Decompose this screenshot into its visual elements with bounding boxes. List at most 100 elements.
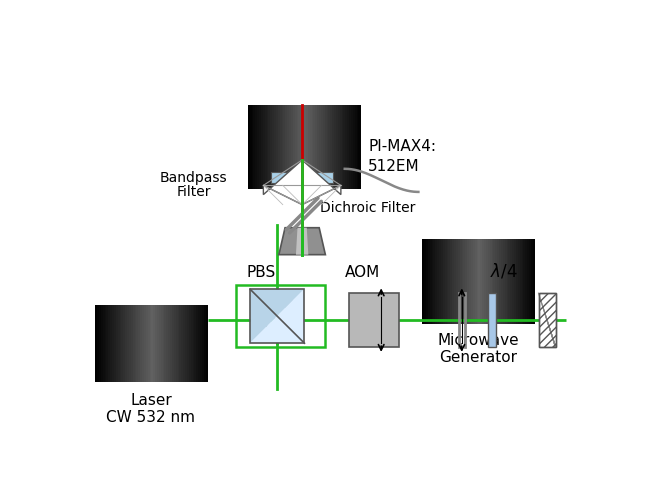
Bar	[300, 104, 303, 189]
Bar	[465, 239, 467, 324]
Bar	[458, 239, 460, 324]
Bar	[474, 239, 477, 324]
Bar	[315, 104, 318, 189]
Bar	[302, 104, 304, 189]
Text: Filter: Filter	[176, 185, 211, 198]
Text: CW 532 nm: CW 532 nm	[107, 410, 196, 425]
Bar	[107, 305, 109, 382]
Text: Laser: Laser	[130, 393, 172, 408]
Bar	[426, 239, 428, 324]
Bar	[202, 305, 204, 382]
Bar	[497, 239, 499, 324]
Bar	[456, 239, 458, 324]
Bar	[334, 104, 336, 189]
Text: Lens: Lens	[263, 315, 298, 330]
Bar	[112, 305, 114, 382]
Bar	[471, 239, 473, 324]
Bar	[259, 104, 261, 189]
Bar	[181, 305, 183, 382]
Bar	[183, 305, 185, 382]
Bar	[319, 104, 321, 189]
Bar	[287, 104, 289, 189]
Bar	[196, 305, 199, 382]
Bar	[146, 305, 148, 382]
Bar	[445, 239, 447, 324]
Bar	[236, 285, 326, 347]
Bar	[448, 239, 450, 324]
Bar	[460, 239, 462, 324]
Bar	[341, 104, 344, 189]
Bar	[252, 104, 254, 189]
Bar	[268, 104, 271, 189]
Bar	[138, 305, 140, 382]
Bar	[172, 305, 174, 382]
Bar	[332, 104, 334, 189]
Bar	[358, 104, 361, 189]
Bar	[170, 305, 172, 382]
Bar	[103, 305, 105, 382]
Bar	[514, 239, 516, 324]
Bar	[157, 305, 159, 382]
Bar	[353, 104, 355, 189]
Bar	[508, 239, 511, 324]
Bar	[135, 305, 136, 382]
Bar	[150, 305, 152, 382]
Bar	[124, 305, 125, 382]
Bar	[131, 305, 133, 382]
Bar	[164, 305, 167, 382]
Bar	[506, 239, 509, 324]
Bar	[293, 104, 295, 189]
Text: AOM: AOM	[345, 265, 380, 280]
Bar	[441, 239, 443, 324]
Polygon shape	[279, 228, 326, 255]
Text: Generator: Generator	[439, 350, 517, 365]
Bar	[194, 305, 197, 382]
Bar	[330, 104, 333, 189]
Bar	[254, 104, 255, 189]
Bar	[336, 104, 338, 189]
Bar	[185, 305, 187, 382]
Bar	[99, 305, 101, 382]
Bar	[326, 104, 329, 189]
Bar	[538, 293, 556, 347]
Text: 60×: 60×	[265, 297, 296, 312]
Bar	[467, 239, 469, 324]
Bar	[97, 305, 99, 382]
Bar	[187, 305, 189, 382]
Bar	[424, 239, 426, 324]
Bar	[503, 239, 505, 324]
Bar	[473, 239, 475, 324]
Bar	[125, 305, 127, 382]
Bar	[166, 305, 168, 382]
Bar	[447, 239, 449, 324]
Bar	[105, 305, 107, 382]
Bar	[428, 239, 430, 324]
Bar	[521, 239, 524, 324]
Bar	[349, 104, 351, 189]
Bar	[270, 104, 272, 189]
Bar	[140, 305, 142, 382]
Bar	[109, 305, 111, 382]
Bar	[283, 104, 286, 189]
Bar	[499, 239, 501, 324]
Bar	[304, 104, 306, 189]
Bar	[324, 104, 327, 189]
Bar	[525, 239, 528, 324]
Bar	[144, 305, 146, 382]
Bar	[348, 293, 399, 347]
Bar	[306, 104, 308, 189]
Bar	[504, 239, 507, 324]
Polygon shape	[263, 160, 341, 205]
Bar	[518, 239, 520, 324]
Bar	[439, 239, 441, 324]
Bar	[285, 104, 287, 189]
Bar	[274, 104, 276, 189]
Bar	[495, 239, 497, 324]
Bar	[538, 293, 556, 347]
Bar	[248, 104, 250, 189]
Bar	[296, 104, 299, 189]
Bar	[151, 305, 153, 382]
Bar	[116, 305, 118, 382]
Bar	[328, 104, 331, 189]
Bar	[155, 305, 157, 382]
